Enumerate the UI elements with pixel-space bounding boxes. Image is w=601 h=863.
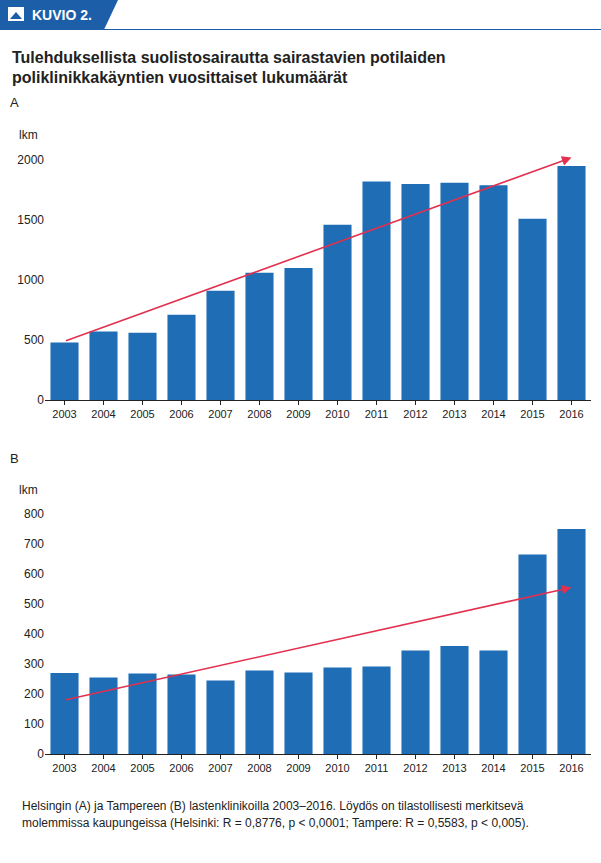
svg-text:2004: 2004 [91,762,115,774]
svg-text:2011: 2011 [365,408,389,420]
svg-text:2012: 2012 [403,408,427,420]
svg-text:2016: 2016 [559,762,583,774]
svg-text:2011: 2011 [365,762,389,774]
svg-text:2008: 2008 [247,762,271,774]
svg-text:2006: 2006 [169,408,193,420]
svg-text:lkm: lkm [19,128,38,142]
svg-text:500: 500 [24,333,44,347]
svg-text:2008: 2008 [247,408,271,420]
svg-text:A: A [10,95,19,110]
svg-text:0: 0 [37,393,44,407]
svg-text:2013: 2013 [442,762,466,774]
svg-text:800: 800 [24,507,44,521]
svg-text:2014: 2014 [481,762,505,774]
svg-text:2000: 2000 [17,153,44,167]
svg-text:2014: 2014 [481,408,505,420]
svg-text:300: 300 [24,657,44,671]
svg-text:600: 600 [24,567,44,581]
svg-text:400: 400 [24,627,44,641]
svg-text:2006: 2006 [169,762,193,774]
svg-text:2007: 2007 [208,408,232,420]
svg-text:2015: 2015 [520,762,544,774]
svg-text:100: 100 [24,717,44,731]
svg-text:2010: 2010 [325,762,349,774]
svg-text:500: 500 [24,597,44,611]
svg-text:700: 700 [24,537,44,551]
svg-text:2005: 2005 [130,762,154,774]
svg-text:2015: 2015 [520,408,544,420]
svg-text:2007: 2007 [208,762,232,774]
svg-text:2009: 2009 [286,408,310,420]
html-text:Helsingin (A) ja Tampereen (B): Helsingin (A) ja Tampereen (B) lastenkli… [22,799,529,830]
svg-text:2005: 2005 [130,408,154,420]
svg-text:200: 200 [24,687,44,701]
svg-text:0: 0 [37,747,44,761]
svg-text:2009: 2009 [286,762,310,774]
svg-text:2003: 2003 [52,762,76,774]
svg-text:2004: 2004 [91,408,115,420]
svg-text:lkm: lkm [19,483,38,497]
html-text:KUVIO 2.: KUVIO 2. [32,7,92,23]
svg-text:2003: 2003 [52,408,76,420]
svg-text:2016: 2016 [559,408,583,420]
svg-text:1500: 1500 [17,213,44,227]
svg-text:B: B [10,451,19,466]
svg-text:2013: 2013 [442,408,466,420]
svg-text:2010: 2010 [325,408,349,420]
svg-text:2012: 2012 [403,762,427,774]
html-text:Tulehduksellista suolistosaira: Tulehduksellista suolistosairautta saira… [12,49,446,86]
svg-text:1000: 1000 [17,273,44,287]
